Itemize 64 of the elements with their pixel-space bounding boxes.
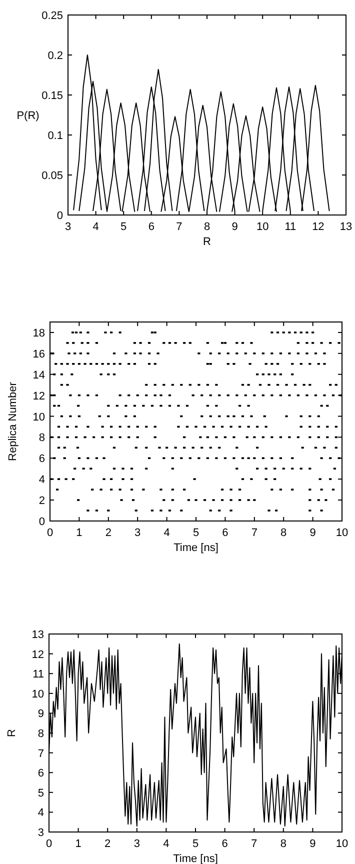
y-axis-title: P(R) bbox=[16, 110, 40, 122]
y-tick-label: 14 bbox=[32, 369, 45, 382]
y-axis-title: R bbox=[6, 728, 18, 737]
y-tick-label: 2 bbox=[38, 495, 45, 508]
x-tick-label: 8 bbox=[204, 221, 210, 233]
x-tick-label: 7 bbox=[251, 527, 258, 539]
x-tick-label: 5 bbox=[120, 221, 127, 233]
y-tick-label: 0.2 bbox=[48, 50, 63, 62]
x-tick-label: 3 bbox=[134, 838, 140, 850]
y-tick-label: 16 bbox=[32, 348, 45, 360]
x-tick-label: 7 bbox=[176, 221, 182, 233]
x-tick-label: 4 bbox=[92, 221, 99, 233]
x-tick-label: 1 bbox=[75, 838, 82, 850]
x-tick-label: 6 bbox=[148, 221, 154, 233]
y-tick-label: 0.25 bbox=[42, 10, 63, 22]
x-tick-label: 12 bbox=[312, 221, 324, 233]
y-tick-label: 4 bbox=[38, 807, 44, 820]
y-tick-label: 10 bbox=[32, 688, 44, 700]
x-tick-label: 2 bbox=[105, 527, 112, 539]
x-axis-title: Time [ns] bbox=[173, 853, 218, 864]
x-tick-label: 8 bbox=[280, 838, 286, 850]
x-tick-label: 6 bbox=[222, 838, 228, 850]
y-tick-label: 6 bbox=[38, 453, 45, 466]
x-tick-label: 10 bbox=[336, 527, 348, 539]
x-tick-label: 3 bbox=[64, 221, 72, 233]
y-tick-label: 18 bbox=[32, 327, 45, 340]
x-tick-label: 1 bbox=[76, 527, 82, 539]
x-tick-label: 4 bbox=[164, 527, 170, 539]
x-axis-title: Time [ns] bbox=[174, 542, 218, 554]
x-tick-label: 2 bbox=[104, 838, 111, 850]
y-tick-label: 6 bbox=[38, 768, 44, 780]
x-tick-label: 4 bbox=[163, 838, 170, 850]
x-tick-label: 8 bbox=[280, 527, 287, 539]
x-tick-label: 13 bbox=[340, 221, 352, 233]
x-tick-label: 5 bbox=[192, 838, 199, 850]
x-tick-label: 3 bbox=[134, 527, 141, 539]
x-tick-label: 9 bbox=[310, 838, 316, 850]
y-tick-label: 0.15 bbox=[42, 90, 63, 102]
x-tick-label: 7 bbox=[251, 838, 258, 850]
x-axis-title: R bbox=[203, 236, 212, 248]
y-tick-label: 12 bbox=[32, 390, 45, 402]
y-tick-label: 0 bbox=[38, 516, 45, 528]
y-tick-label: 10 bbox=[32, 411, 45, 424]
y-tick-label: 13 bbox=[32, 629, 44, 641]
x-tick-label: 10 bbox=[256, 221, 269, 233]
x-tick-label: 9 bbox=[232, 221, 238, 233]
y-tick-label: 4 bbox=[38, 474, 45, 486]
y-tick-label: 0 bbox=[56, 210, 63, 222]
y-tick-label: 0.1 bbox=[48, 130, 63, 142]
x-tick-label: 6 bbox=[222, 527, 228, 539]
y-axis-title: Replica Number bbox=[7, 382, 19, 461]
y-tick-label: 0.05 bbox=[42, 170, 63, 182]
x-tick-label: 9 bbox=[310, 527, 316, 539]
y-tick-label: 9 bbox=[38, 708, 44, 720]
y-tick-label: 8 bbox=[38, 728, 44, 740]
x-tick-label: 10 bbox=[336, 838, 348, 850]
y-tick-label: 8 bbox=[38, 432, 45, 444]
y-tick-label: 3 bbox=[38, 827, 44, 839]
y-tick-label: 7 bbox=[38, 748, 44, 760]
y-tick-label: 11 bbox=[32, 668, 44, 681]
x-tick-label: 5 bbox=[192, 527, 200, 539]
y-tick-label: 12 bbox=[32, 648, 44, 661]
y-tick-label: 5 bbox=[38, 787, 44, 800]
x-tick-label: 11 bbox=[284, 221, 296, 233]
